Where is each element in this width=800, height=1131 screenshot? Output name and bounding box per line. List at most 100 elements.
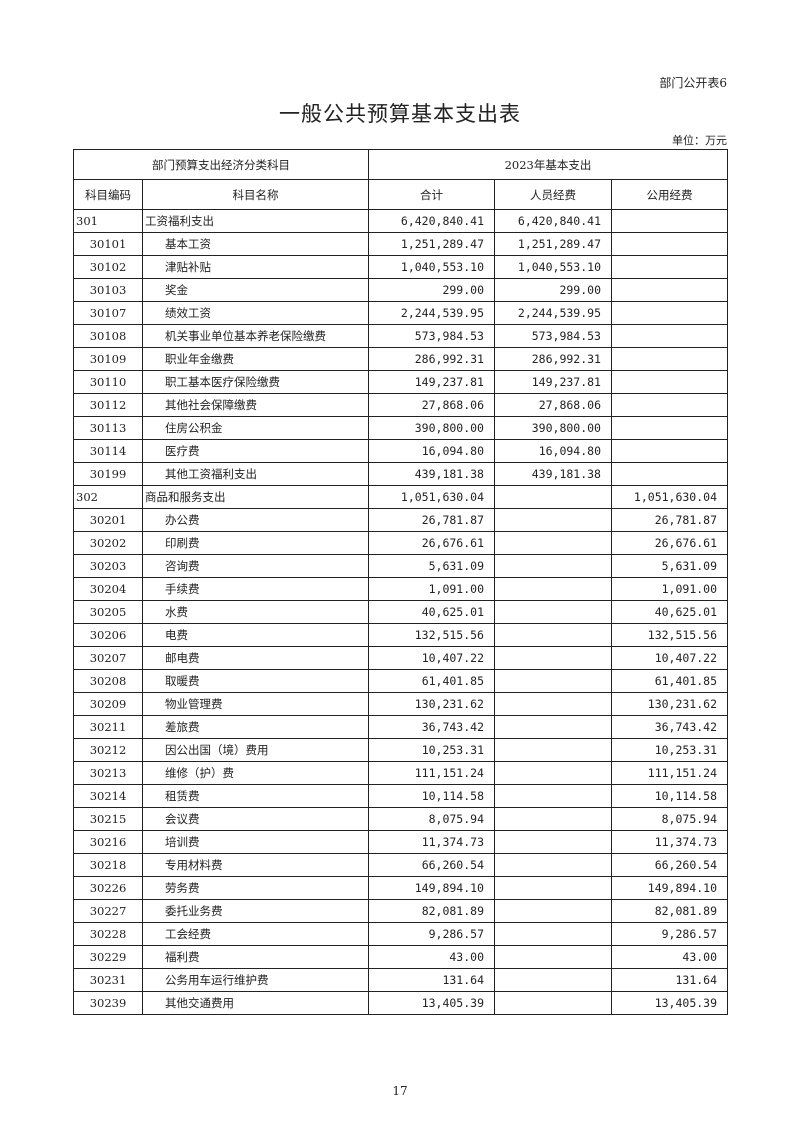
cell-name: 维修（护）费 xyxy=(142,761,369,785)
cell-name: 物业管理费 xyxy=(142,692,369,716)
cell-name: 其他工资福利支出 xyxy=(142,462,369,486)
cell-personnel xyxy=(494,945,612,969)
cell-public: 10,114.58 xyxy=(610,784,729,808)
table-row: 30227 委托业务费 82,081.89 82,081.89 xyxy=(73,899,729,923)
cell-total: 111,151.24 xyxy=(368,761,495,785)
cell-code: 30201 xyxy=(73,508,143,532)
cell-total: 8,075.94 xyxy=(368,807,495,831)
cell-total: 43.00 xyxy=(368,945,495,969)
cell-public: 11,374.73 xyxy=(610,830,729,854)
cell-public: 66,260.54 xyxy=(610,853,729,877)
cell-total: 1,051,630.04 xyxy=(368,485,495,509)
cell-personnel xyxy=(494,646,612,670)
cell-public: 61,401.85 xyxy=(610,669,729,693)
table-row: 30205 水费 40,625.01 40,625.01 xyxy=(73,600,729,624)
cell-personnel: 16,094.80 xyxy=(494,439,612,463)
cell-name: 工资福利支出 xyxy=(142,209,369,233)
cell-total: 11,374.73 xyxy=(368,830,495,854)
cell-code: 30215 xyxy=(73,807,143,831)
cell-code: 30207 xyxy=(73,646,143,670)
cell-personnel xyxy=(494,577,612,601)
cell-total: 36,743.42 xyxy=(368,715,495,739)
cell-code: 30101 xyxy=(73,232,143,256)
page-number: 17 xyxy=(392,1084,408,1098)
cell-name: 咨询费 xyxy=(142,554,369,578)
cell-personnel xyxy=(494,761,612,785)
unit-label: 单位：万元 xyxy=(672,134,727,147)
cell-code: 30229 xyxy=(73,945,143,969)
cell-name: 津贴补贴 xyxy=(142,255,369,279)
table-body: 301 工资福利支出 6,420,840.41 6,420,840.41 30101 基本… xyxy=(73,209,729,1015)
cell-public xyxy=(610,462,729,486)
table-row: 30203 咨询费 5,631.09 5,631.09 xyxy=(73,554,729,578)
table-row: 30213 维修（护）费 111,151.24 111,151.24 xyxy=(73,761,729,785)
cell-name: 办公费 xyxy=(142,508,369,532)
cell-public: 132,515.56 xyxy=(610,623,729,647)
header-public: 公用经费 xyxy=(610,179,729,210)
table-row: 30201 办公费 26,781.87 26,781.87 xyxy=(73,508,729,532)
cell-public: 1,051,630.04 xyxy=(610,485,729,509)
table-row: 30114 医疗费 16,094.80 16,094.80 xyxy=(73,439,729,463)
cell-public xyxy=(610,347,729,371)
cell-code: 30103 xyxy=(73,278,143,302)
cell-public: 82,081.89 xyxy=(610,899,729,923)
cell-name: 住房公积金 xyxy=(142,416,369,440)
cell-code: 30204 xyxy=(73,577,143,601)
table-row: 30109 职业年金缴费 286,992.31 286,992.31 xyxy=(73,347,729,371)
table-row: 30218 专用材料费 66,260.54 66,260.54 xyxy=(73,853,729,877)
header-group-row: 部门预算支出经济分类科目 2023年基本支出 xyxy=(73,149,729,180)
header-total: 合计 xyxy=(368,179,495,210)
cell-personnel: 1,040,553.10 xyxy=(494,255,612,279)
header-personnel: 人员经费 xyxy=(494,179,612,210)
cell-public: 131.64 xyxy=(610,968,729,992)
cell-total: 9,286.57 xyxy=(368,922,495,946)
cell-public: 9,286.57 xyxy=(610,922,729,946)
cell-name: 培训费 xyxy=(142,830,369,854)
table-row: 30212 因公出国（境）费用 10,253.31 10,253.31 xyxy=(73,738,729,762)
cell-name: 其他社会保障缴费 xyxy=(142,393,369,417)
cell-total: 27,868.06 xyxy=(368,393,495,417)
table-row: 30206 电费 132,515.56 132,515.56 xyxy=(73,623,729,647)
cell-personnel: 390,800.00 xyxy=(494,416,612,440)
cell-total: 2,244,539.95 xyxy=(368,301,495,325)
cell-code: 30216 xyxy=(73,830,143,854)
cell-name: 劳务费 xyxy=(142,876,369,900)
cell-code: 30213 xyxy=(73,761,143,785)
cell-total: 130,231.62 xyxy=(368,692,495,716)
cell-personnel: 149,237.81 xyxy=(494,370,612,394)
table-row: 30231 公务用车运行维护费 131.64 131.64 xyxy=(73,968,729,992)
cell-total: 299.00 xyxy=(368,278,495,302)
cell-total: 1,091.00 xyxy=(368,577,495,601)
table-row: 30204 手续费 1,091.00 1,091.00 xyxy=(73,577,729,601)
cell-name: 水费 xyxy=(142,600,369,624)
cell-code: 30214 xyxy=(73,784,143,808)
cell-public: 149,894.10 xyxy=(610,876,729,900)
cell-personnel xyxy=(494,531,612,555)
cell-code: 30107 xyxy=(73,301,143,325)
cell-code: 30218 xyxy=(73,853,143,877)
table-row: 30216 培训费 11,374.73 11,374.73 xyxy=(73,830,729,854)
table-row: 30112 其他社会保障缴费 27,868.06 27,868.06 xyxy=(73,393,729,417)
cell-code: 30102 xyxy=(73,255,143,279)
cell-name: 基本工资 xyxy=(142,232,369,256)
cell-public xyxy=(610,209,729,233)
cell-total: 131.64 xyxy=(368,968,495,992)
cell-name: 取暖费 xyxy=(142,669,369,693)
table-row: 30113 住房公积金 390,800.00 390,800.00 xyxy=(73,416,729,440)
cell-total: 1,251,289.47 xyxy=(368,232,495,256)
cell-personnel xyxy=(494,669,612,693)
table-row: 30209 物业管理费 130,231.62 130,231.62 xyxy=(73,692,729,716)
cell-total: 390,800.00 xyxy=(368,416,495,440)
table-row: 30199 其他工资福利支出 439,181.38 439,181.38 xyxy=(73,462,729,486)
cell-public: 26,781.87 xyxy=(610,508,729,532)
cell-name: 差旅费 xyxy=(142,715,369,739)
cell-personnel xyxy=(494,784,612,808)
cell-total: 26,676.61 xyxy=(368,531,495,555)
cell-code: 30203 xyxy=(73,554,143,578)
cell-personnel xyxy=(494,830,612,854)
cell-public xyxy=(610,301,729,325)
cell-code: 30228 xyxy=(73,922,143,946)
cell-code: 30113 xyxy=(73,416,143,440)
cell-total: 16,094.80 xyxy=(368,439,495,463)
cell-personnel xyxy=(494,738,612,762)
